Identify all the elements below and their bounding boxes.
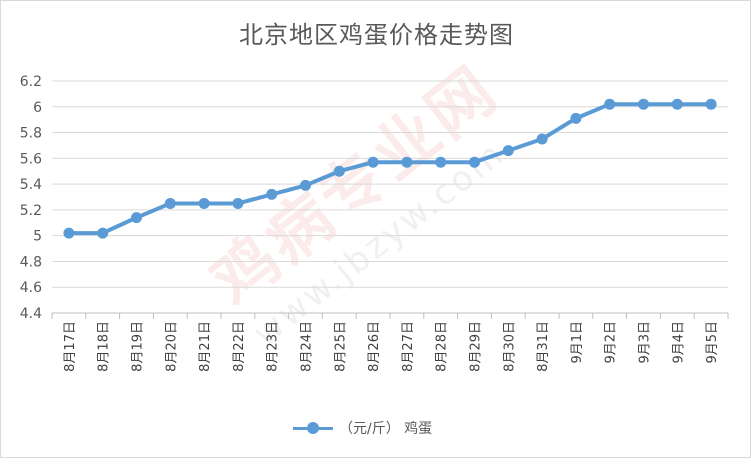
legend-label: （元/斤） 鸡蛋 — [339, 421, 433, 437]
x-tick-label: 9月4日 — [671, 321, 686, 364]
x-axis: 8月17日 8月18日 8月19日 8月20日 8月21日 8月22日 8月23日 8月24日… — [51, 312, 729, 372]
y-tick-label: 5.4 — [20, 177, 42, 193]
y-tick-label: 6.2 — [20, 74, 42, 90]
x-tick-label: 9月5日 — [705, 321, 720, 364]
data-point — [97, 227, 109, 239]
y-tick-label: 5.2 — [20, 203, 42, 219]
data-point — [198, 197, 210, 209]
y-tick-label: 4.4 — [20, 306, 42, 322]
data-point — [604, 98, 616, 110]
y-tick-label: 4.6 — [20, 280, 42, 296]
data-point — [570, 112, 582, 124]
data-point — [705, 98, 717, 110]
data-point — [164, 197, 176, 209]
data-point — [367, 156, 379, 168]
series-layer — [63, 98, 717, 239]
x-tick-label: 8月31日 — [536, 321, 551, 372]
data-point — [536, 133, 548, 145]
y-tick-label: 5 — [33, 229, 42, 245]
x-tick-label: 9月3日 — [638, 321, 653, 364]
data-point — [131, 212, 142, 224]
x-tick-label: 8月26日 — [367, 321, 382, 372]
data-point — [502, 145, 514, 157]
gridlines — [52, 80, 728, 314]
data-point — [671, 98, 683, 110]
data-point — [401, 156, 413, 168]
x-tick-label: 8月19日 — [131, 321, 146, 372]
chart-title: 北京地区鸡蛋价格走势图 — [239, 21, 514, 49]
chart-frame: 北京地区鸡蛋价格走势图 鸡病专业网 www.jbzyw.com 4.4 4.6 4.… — [0, 0, 751, 458]
data-point — [300, 179, 311, 191]
legend: （元/斤） 鸡蛋 — [293, 418, 432, 438]
data-point — [469, 156, 480, 168]
line-chart: 4.44.64.855.25.45.65.866.2 8月17日 8月18日 8月1… — [20, 74, 729, 372]
data-point — [333, 165, 345, 177]
data-point — [638, 98, 649, 110]
x-tick-label: 8月28日 — [435, 321, 450, 372]
x-tick-label: 8月22日 — [232, 321, 247, 372]
x-tick-label: 8月23日 — [266, 321, 281, 372]
y-tick-label: 5.8 — [20, 126, 42, 142]
x-tick-label: 8月29日 — [469, 321, 484, 372]
x-tick-label: 8月18日 — [97, 321, 112, 372]
y-tick-label: 4.8 — [20, 254, 42, 270]
data-point — [63, 227, 75, 239]
x-tick-label: 8月27日 — [401, 321, 416, 372]
x-tick-label: 8月20日 — [164, 321, 179, 372]
x-tick-label: 8月17日 — [63, 321, 78, 372]
y-axis: 4.4 4.6 4.8 5 5.2 5.4 5.6 5.8 6 6.2 — [20, 74, 42, 322]
y-tick-label: 5.6 — [20, 151, 42, 167]
x-tick-label: 8月25日 — [333, 321, 348, 372]
x-tick-label: 8月24日 — [300, 321, 315, 372]
data-point — [266, 188, 278, 200]
y-tick-label: 6 — [33, 100, 42, 116]
data-point — [435, 156, 447, 168]
x-tick-label: 8月21日 — [198, 321, 213, 372]
legend-marker — [293, 418, 333, 438]
x-tick-label: 9月2日 — [604, 321, 619, 364]
x-tick-label: 8月30日 — [502, 321, 517, 372]
x-tick-label: 9月1日 — [570, 321, 585, 364]
series-line — [66, 102, 714, 236]
data-point — [232, 197, 244, 209]
